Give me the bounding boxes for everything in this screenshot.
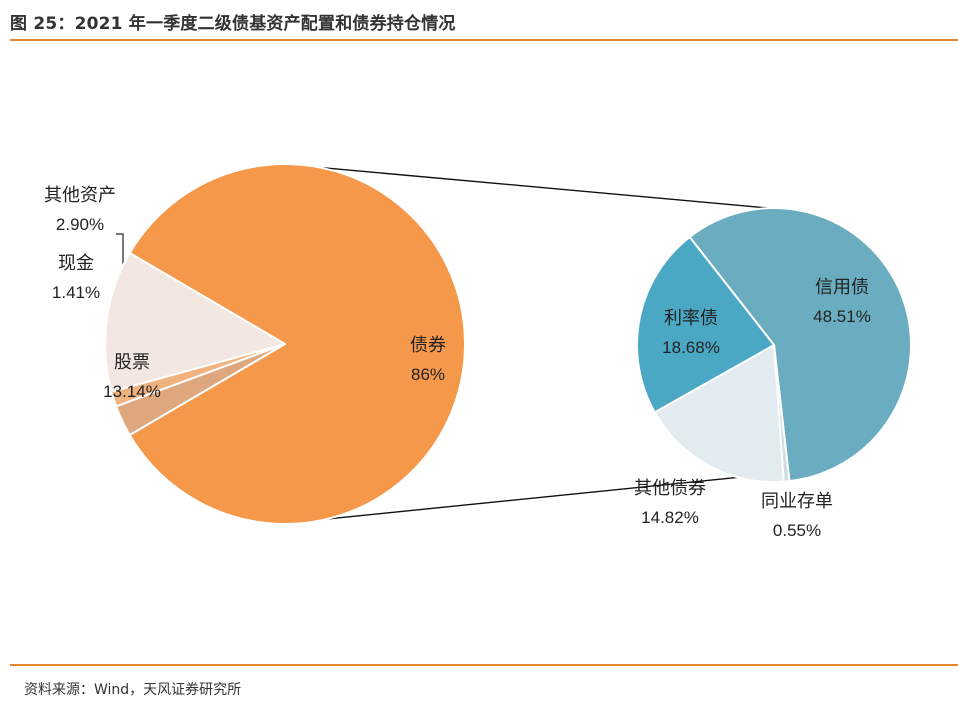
title-divider: [10, 39, 958, 41]
asset-label-other_assets: 其他资产: [44, 185, 116, 206]
bond-value-other_bonds: 14.82%: [641, 508, 699, 527]
asset-label-cash: 现金: [58, 253, 94, 274]
bond-label-ncd: 同业存单: [761, 491, 833, 512]
source-note: 资料来源：Wind，天风证券研究所: [24, 682, 242, 698]
asset-allocation-pie: [104, 163, 466, 525]
pie-labels: 债券 86% 其他资产 2.90% 现金 1.41% 股票 13.14% 信用债 48.51% 同业…: [44, 185, 871, 540]
bond-holdings-pie: [636, 207, 912, 483]
asset-value-bonds: 86%: [411, 365, 445, 384]
bond-label-rate: 利率债: [664, 308, 718, 329]
bond-value-credit: 48.51%: [813, 307, 871, 326]
asset-value-other_assets: 2.90%: [56, 215, 104, 234]
connector-lines: [116, 163, 770, 525]
asset-label-stocks: 股票: [114, 352, 150, 373]
page-title: 图 25：2021 年一季度二级债基资产配置和债券持仓情况: [10, 14, 456, 34]
bond-value-ncd: 0.55%: [773, 521, 821, 540]
asset-value-stocks: 13.14%: [103, 382, 161, 401]
asset-label-bonds: 债券: [410, 335, 446, 356]
connector-line-bottom: [278, 476, 739, 525]
bond-slice-other_bonds: [653, 344, 785, 483]
bond-slice-credit: [688, 207, 912, 483]
connector-line-top: [281, 163, 770, 209]
bond-label-credit: 信用债: [815, 277, 869, 298]
other-assets-leader-line: [116, 233, 124, 266]
bond-label-other_bonds: 其他债券: [634, 478, 706, 499]
asset-slice-stocks: [104, 252, 286, 393]
bond-slice-rate: [636, 236, 775, 414]
asset-value-cash: 1.41%: [52, 283, 100, 302]
footer-divider: [10, 664, 958, 666]
bond-value-rate: 18.68%: [662, 338, 720, 357]
asset-slice-bonds: [128, 163, 466, 525]
